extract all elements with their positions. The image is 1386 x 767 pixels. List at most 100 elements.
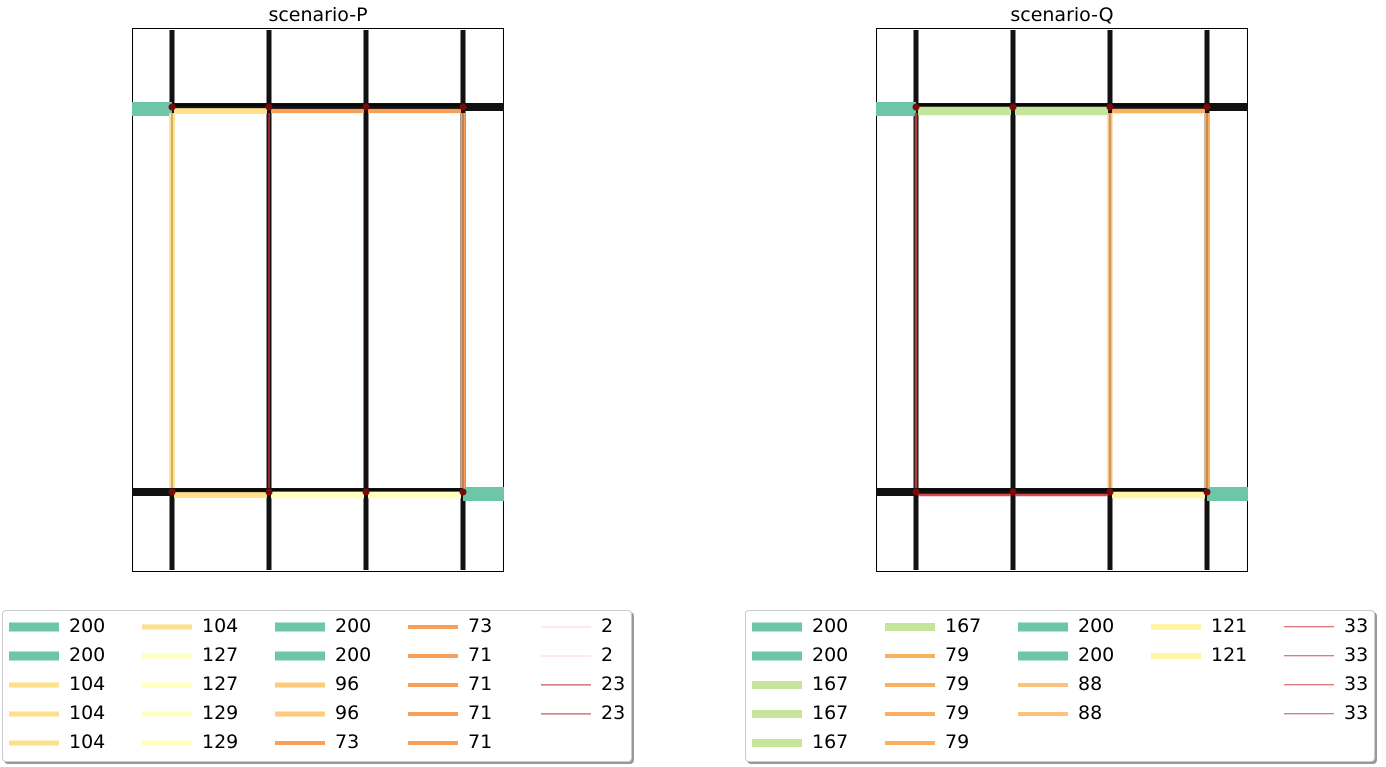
legend-swatch <box>9 728 59 757</box>
legend-label: 129 <box>202 731 239 753</box>
legend-entry: 79 <box>885 670 969 699</box>
legend-entry: 200 <box>752 612 848 641</box>
legend-entry: 33 <box>1284 670 1368 699</box>
legend-label: 121 <box>1211 615 1248 637</box>
legend-entry: 23 <box>541 670 625 699</box>
legend-swatch <box>752 641 802 670</box>
intersection-node <box>362 103 370 111</box>
legend-entry: 167 <box>752 670 848 699</box>
legend-label: 23 <box>601 702 626 724</box>
legend-swatch <box>408 641 458 670</box>
legend-label: 200 <box>335 644 372 666</box>
legend-entry: 71 <box>408 699 492 728</box>
intersection-node <box>265 488 273 496</box>
legend-entry: 200 <box>275 612 371 641</box>
legend-swatch <box>541 612 591 641</box>
legend-swatch <box>142 612 192 641</box>
legend-swatch <box>275 641 325 670</box>
plot-frame <box>876 28 1248 572</box>
legend-swatch <box>9 641 59 670</box>
legend-q: 200 200 167 167 167 167 79 79 79 79 200 200 88 88 121 1… <box>745 610 1375 762</box>
legend-swatch <box>752 728 802 757</box>
legend-label: 200 <box>812 615 849 637</box>
legend-swatch <box>142 641 192 670</box>
legend-entry: 2 <box>541 612 613 641</box>
legend-label: 71 <box>468 702 493 724</box>
legend-swatch <box>541 699 591 728</box>
legend-entry: 79 <box>885 728 969 757</box>
legend-label: 71 <box>468 673 493 695</box>
legend-swatch <box>275 670 325 699</box>
legend-entry: 129 <box>142 699 238 728</box>
legend-swatch <box>142 728 192 757</box>
legend-swatch <box>1018 641 1068 670</box>
legend-entry: 200 <box>9 612 105 641</box>
legend-swatch <box>885 728 935 757</box>
network-plot-p <box>132 28 504 572</box>
intersection-node <box>1009 488 1017 496</box>
legend-entry: 79 <box>885 641 969 670</box>
panel-title-q: scenario-Q <box>1010 4 1114 26</box>
intersection-node <box>1009 103 1017 111</box>
legend-swatch <box>142 699 192 728</box>
legend-label: 79 <box>945 644 970 666</box>
intersection-node <box>265 103 273 111</box>
legend-label: 23 <box>601 673 626 695</box>
legend-label: 167 <box>812 731 849 753</box>
network-plot-q <box>876 28 1248 572</box>
plot-frame <box>132 28 504 572</box>
legend-entry: 73 <box>408 612 492 641</box>
legend-label: 104 <box>69 673 106 695</box>
legend-label: 104 <box>202 615 239 637</box>
legend-swatch <box>275 728 325 757</box>
legend-entry: 33 <box>1284 612 1368 641</box>
legend-label: 79 <box>945 702 970 724</box>
legend-swatch <box>1284 670 1334 699</box>
legend-swatch <box>1284 699 1334 728</box>
intersection-node <box>1106 103 1114 111</box>
legend-entry: 88 <box>1018 699 1102 728</box>
legend-entry: 33 <box>1284 699 1368 728</box>
legend-entry: 23 <box>541 699 625 728</box>
legend-label: 73 <box>468 615 493 637</box>
legend-label: 96 <box>335 702 360 724</box>
legend-label: 2 <box>601 644 614 666</box>
legend-entry: 129 <box>142 728 238 757</box>
legend-entry: 167 <box>752 699 848 728</box>
legend-swatch <box>752 670 802 699</box>
legend-entry: 200 <box>1018 612 1114 641</box>
legend-entry: 167 <box>885 612 981 641</box>
legend-entry: 121 <box>1151 612 1247 641</box>
legend-entry: 73 <box>275 728 359 757</box>
legend-label: 104 <box>69 731 106 753</box>
legend-entry: 71 <box>408 641 492 670</box>
intersection-node <box>168 488 176 496</box>
legend-swatch <box>1284 612 1334 641</box>
legend-entry: 104 <box>142 612 238 641</box>
legend-label: 88 <box>1078 673 1103 695</box>
legend-entry: 200 <box>275 641 371 670</box>
legend-label: 104 <box>69 702 106 724</box>
legend-label: 200 <box>812 644 849 666</box>
legend-label: 167 <box>812 673 849 695</box>
intersection-node <box>362 488 370 496</box>
intersection-node <box>912 103 920 111</box>
legend-swatch <box>1018 699 1068 728</box>
legend-label: 71 <box>468 731 493 753</box>
legend-entry: 71 <box>408 728 492 757</box>
legend-label: 200 <box>1078 615 1115 637</box>
intersection-node <box>1203 103 1211 111</box>
legend-entry: 79 <box>885 699 969 728</box>
legend-swatch <box>541 670 591 699</box>
legend-swatch <box>275 612 325 641</box>
legend-entry: 104 <box>9 699 105 728</box>
intersection-node <box>1106 488 1114 496</box>
legend-label: 88 <box>1078 702 1103 724</box>
legend-label: 167 <box>812 702 849 724</box>
legend-swatch <box>9 699 59 728</box>
legend-swatch <box>408 728 458 757</box>
legend-entry: 200 <box>1018 641 1114 670</box>
legend-label: 200 <box>69 615 106 637</box>
legend-label: 2 <box>601 615 614 637</box>
legend-label: 73 <box>335 731 360 753</box>
